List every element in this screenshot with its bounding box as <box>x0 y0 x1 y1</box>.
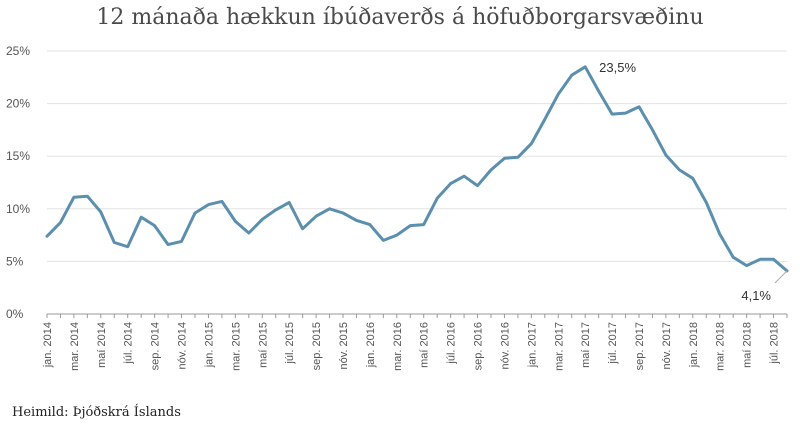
x-tick-label: nóv. 2014 <box>177 322 189 370</box>
x-tick-label: nóv. 2015 <box>338 322 350 370</box>
x-tick-label: maí 2018 <box>742 322 754 368</box>
x-tick-label: mar. 2018 <box>715 322 727 371</box>
x-tick-label: nóv. 2016 <box>499 322 511 370</box>
x-tick-label: maí 2015 <box>257 322 269 368</box>
x-tick-label: maí 2016 <box>419 322 431 368</box>
y-tick-label: 0% <box>6 307 24 321</box>
y-tick-label: 25% <box>6 44 30 58</box>
x-tick-label: júl. 2016 <box>446 322 458 365</box>
x-tick-label: jan. 2017 <box>526 322 538 368</box>
x-tick-label: sep. 2014 <box>150 322 162 370</box>
y-tick-label: 10% <box>6 202 30 216</box>
x-tick-label: mar. 2015 <box>230 322 242 371</box>
x-tick-label: jan. 2016 <box>365 322 377 368</box>
x-tick-label: júl. 2015 <box>284 322 296 365</box>
y-tick-label: 15% <box>6 149 30 163</box>
peak-annotation: 23,5% <box>599 60 636 75</box>
source-note: Heimild: Þjóðskrá Íslands <box>12 405 181 420</box>
x-tick-label: mar. 2016 <box>392 322 404 371</box>
x-tick-label: júl. 2014 <box>123 322 135 365</box>
x-tick-label: jan. 2018 <box>688 322 700 368</box>
x-tick-label: nóv. 2017 <box>661 322 673 370</box>
x-tick-label: maí 2014 <box>96 322 108 368</box>
y-tick-label: 20% <box>6 97 30 111</box>
end-annotation-leader <box>774 270 788 284</box>
x-tick-label: jan. 2015 <box>203 322 215 368</box>
chart-title: 12 mánaða hækkun íbúðaverðs á höfuðborga… <box>96 5 704 30</box>
x-tick-label: sep. 2015 <box>311 322 323 370</box>
x-tick-label: mar. 2017 <box>553 322 565 371</box>
series-line <box>45 65 789 273</box>
y-tick-label: 5% <box>6 254 24 268</box>
x-tick-label: júl. 2017 <box>607 322 619 365</box>
x-tick-label: sep. 2016 <box>473 322 485 370</box>
x-tick-label: maí 2017 <box>580 322 592 368</box>
x-tick-label: sep. 2017 <box>634 322 646 370</box>
x-tick-label: jan. 2014 <box>42 322 54 368</box>
x-tick-label: mar. 2014 <box>69 322 81 371</box>
x-tick-label: júl. 2018 <box>769 322 781 365</box>
end-annotation: 4,1% <box>741 288 771 303</box>
